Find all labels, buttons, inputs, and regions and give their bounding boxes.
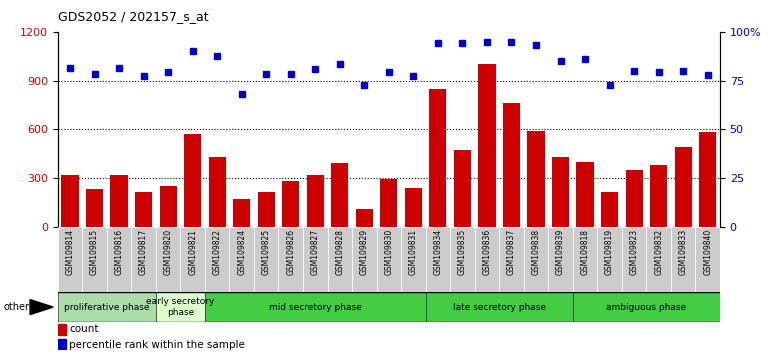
Bar — [524, 227, 548, 292]
Bar — [62, 175, 79, 227]
Bar — [254, 227, 279, 292]
Text: GSM109837: GSM109837 — [507, 229, 516, 275]
Bar — [598, 227, 622, 292]
Bar — [135, 192, 152, 227]
Bar — [430, 88, 447, 227]
Bar — [209, 157, 226, 227]
Text: GDS2052 / 202157_s_at: GDS2052 / 202157_s_at — [58, 10, 209, 23]
Bar — [327, 227, 352, 292]
Bar — [675, 147, 691, 227]
Bar — [352, 227, 377, 292]
Text: GSM109830: GSM109830 — [384, 229, 393, 275]
Bar — [184, 134, 201, 227]
Text: mid secretory phase: mid secretory phase — [269, 303, 362, 312]
Text: GSM109816: GSM109816 — [115, 229, 123, 275]
Text: GSM109835: GSM109835 — [458, 229, 467, 275]
Bar — [377, 227, 401, 292]
Bar — [58, 227, 82, 292]
Text: GSM109821: GSM109821 — [188, 229, 197, 274]
Bar — [279, 227, 303, 292]
Text: GSM109814: GSM109814 — [65, 229, 75, 275]
Text: GSM109820: GSM109820 — [163, 229, 172, 275]
Text: GSM109829: GSM109829 — [360, 229, 369, 275]
Bar — [58, 339, 66, 350]
Text: GSM109827: GSM109827 — [311, 229, 320, 275]
Bar — [646, 227, 671, 292]
Bar — [159, 186, 176, 227]
Bar — [82, 227, 107, 292]
Bar — [58, 324, 66, 335]
Text: early secretory
phase: early secretory phase — [146, 297, 215, 317]
Bar — [503, 103, 520, 227]
Bar — [577, 162, 594, 227]
Bar — [426, 227, 450, 292]
Bar — [552, 157, 569, 227]
Bar — [156, 292, 205, 322]
Bar — [306, 175, 324, 227]
Text: GSM109831: GSM109831 — [409, 229, 418, 275]
Bar — [405, 188, 422, 227]
Bar — [450, 227, 474, 292]
Text: GSM109838: GSM109838 — [531, 229, 541, 275]
Polygon shape — [30, 299, 53, 315]
Bar — [499, 227, 524, 292]
Bar — [303, 227, 327, 292]
Bar — [650, 165, 668, 227]
Bar — [426, 292, 573, 322]
Text: GSM109840: GSM109840 — [703, 229, 712, 275]
Bar — [132, 227, 156, 292]
Bar — [86, 189, 103, 227]
Text: ambiguous phase: ambiguous phase — [606, 303, 686, 312]
Bar — [622, 227, 646, 292]
Bar — [478, 64, 496, 227]
Bar — [156, 227, 180, 292]
Bar — [401, 227, 426, 292]
Bar — [58, 292, 156, 322]
Text: GSM109826: GSM109826 — [286, 229, 295, 275]
Text: GSM109818: GSM109818 — [581, 229, 590, 274]
Text: GSM109824: GSM109824 — [237, 229, 246, 275]
Bar — [380, 179, 397, 227]
Bar — [180, 227, 205, 292]
Bar — [229, 227, 254, 292]
Text: GSM109836: GSM109836 — [483, 229, 491, 275]
Bar — [282, 181, 300, 227]
Text: GSM109817: GSM109817 — [139, 229, 148, 275]
Bar — [695, 227, 720, 292]
Text: GSM109834: GSM109834 — [434, 229, 443, 275]
Bar — [573, 227, 598, 292]
Bar — [671, 227, 695, 292]
Bar — [258, 192, 275, 227]
Text: late secretory phase: late secretory phase — [453, 303, 546, 312]
Text: percentile rank within the sample: percentile rank within the sample — [69, 340, 245, 350]
Bar — [356, 209, 373, 227]
Text: GSM109825: GSM109825 — [262, 229, 271, 275]
Bar — [205, 292, 426, 322]
Bar — [699, 132, 716, 227]
Bar — [233, 199, 250, 227]
Text: GSM109828: GSM109828 — [335, 229, 344, 274]
Text: GSM109815: GSM109815 — [90, 229, 99, 275]
Text: proliferative phase: proliferative phase — [64, 303, 149, 312]
Text: count: count — [69, 324, 99, 334]
Text: GSM109819: GSM109819 — [605, 229, 614, 275]
Bar — [548, 227, 573, 292]
Bar — [110, 175, 128, 227]
Text: GSM109832: GSM109832 — [654, 229, 663, 275]
Bar — [205, 227, 229, 292]
Bar — [625, 170, 643, 227]
Bar — [454, 150, 471, 227]
Bar — [331, 163, 348, 227]
Bar — [601, 192, 618, 227]
Text: GSM109839: GSM109839 — [556, 229, 565, 275]
Bar — [573, 292, 720, 322]
Bar — [107, 227, 132, 292]
Bar — [527, 131, 544, 227]
Text: GSM109823: GSM109823 — [630, 229, 638, 275]
Text: GSM109833: GSM109833 — [678, 229, 688, 275]
Text: GSM109822: GSM109822 — [213, 229, 222, 274]
Text: other: other — [4, 302, 30, 312]
Bar — [474, 227, 499, 292]
